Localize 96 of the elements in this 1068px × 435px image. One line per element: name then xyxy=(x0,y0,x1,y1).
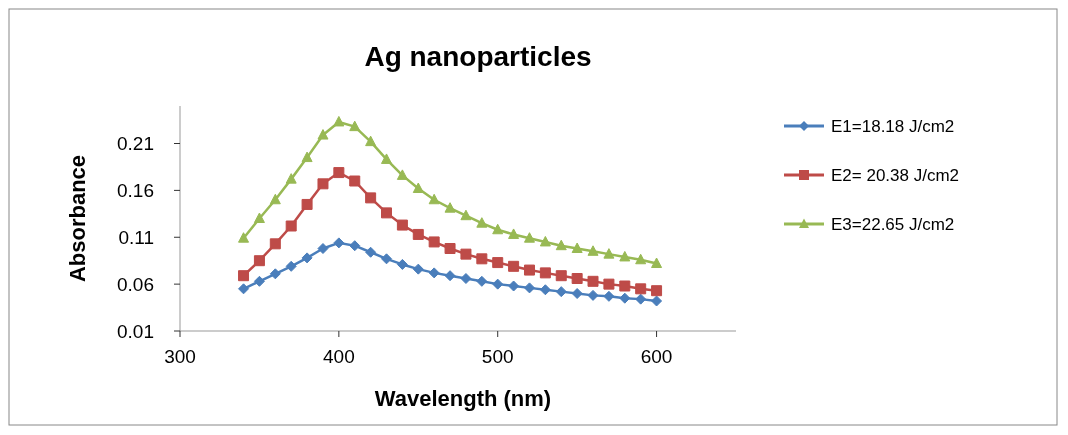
point xyxy=(253,212,265,223)
point xyxy=(444,202,456,213)
point xyxy=(523,264,535,276)
point xyxy=(603,248,615,259)
point xyxy=(476,275,488,287)
point xyxy=(539,284,551,296)
point xyxy=(603,278,615,290)
point xyxy=(396,219,408,231)
point xyxy=(539,235,551,247)
point xyxy=(635,253,647,265)
x-tick-label: 300 xyxy=(164,346,196,367)
x-tick-label: 600 xyxy=(640,346,673,367)
point xyxy=(238,232,250,243)
point xyxy=(460,248,472,260)
point xyxy=(571,288,583,299)
point xyxy=(508,260,520,272)
point xyxy=(571,273,583,284)
point xyxy=(238,283,250,295)
point xyxy=(365,192,377,204)
point xyxy=(396,258,408,270)
point xyxy=(349,240,361,252)
x-tick-label: 400 xyxy=(323,346,355,367)
point xyxy=(476,253,488,265)
point xyxy=(555,270,567,282)
point xyxy=(301,198,313,210)
legend-label: E2= 20.38 J/cm2 xyxy=(831,165,960,185)
point xyxy=(555,286,567,298)
point xyxy=(619,292,631,304)
point xyxy=(651,295,663,307)
point xyxy=(412,182,424,193)
point xyxy=(381,207,393,219)
point xyxy=(269,268,281,280)
point xyxy=(523,232,535,243)
x-axis-title: Wavelength (nm) xyxy=(374,386,552,411)
x-tick-label: 500 xyxy=(481,346,514,367)
point xyxy=(285,220,297,232)
point xyxy=(365,135,377,147)
point xyxy=(508,228,520,239)
point xyxy=(285,173,297,184)
point xyxy=(555,239,567,251)
point xyxy=(381,253,393,265)
point xyxy=(492,223,504,235)
y-axis-title: Absorbance xyxy=(65,154,90,283)
point xyxy=(508,280,520,292)
point xyxy=(444,243,456,254)
point xyxy=(381,153,393,164)
y-tick-label: 0.06 xyxy=(117,273,154,295)
point xyxy=(349,120,361,132)
point xyxy=(428,267,440,279)
point xyxy=(651,285,663,297)
point xyxy=(587,289,599,301)
legend-label: E3=22.65 J/cm2 xyxy=(831,214,955,234)
point xyxy=(269,193,281,205)
point xyxy=(603,290,615,302)
y-tick-label: 0.16 xyxy=(117,180,154,202)
point xyxy=(619,280,631,292)
point xyxy=(301,252,313,264)
point xyxy=(492,278,504,290)
point xyxy=(539,267,551,279)
point xyxy=(428,193,440,205)
chart-title: Ag nanoparticles xyxy=(364,41,592,72)
point xyxy=(619,250,631,262)
point xyxy=(333,115,345,127)
point xyxy=(523,282,535,294)
point xyxy=(365,246,377,258)
point xyxy=(587,245,599,256)
point xyxy=(253,255,265,267)
point xyxy=(635,283,647,295)
point xyxy=(317,178,329,190)
point xyxy=(635,293,647,305)
y-tick-label: 0.21 xyxy=(117,133,154,155)
point xyxy=(317,129,329,140)
point xyxy=(428,236,440,248)
point xyxy=(492,257,504,269)
point xyxy=(444,270,456,282)
point xyxy=(460,209,472,221)
point xyxy=(333,167,345,179)
point xyxy=(333,237,345,249)
y-tick-label: 0.11 xyxy=(118,226,154,248)
point xyxy=(349,175,361,187)
point xyxy=(587,275,599,287)
point xyxy=(238,270,250,282)
point xyxy=(651,257,663,268)
point xyxy=(476,217,488,228)
point xyxy=(301,151,313,163)
point xyxy=(269,238,281,250)
point xyxy=(412,228,424,240)
y-tick-label: 0.01 xyxy=(117,320,154,342)
point xyxy=(571,242,583,253)
legend-label: E1=18.18 J/cm2 xyxy=(831,116,955,136)
point xyxy=(412,263,424,275)
point xyxy=(317,243,329,254)
point xyxy=(460,273,472,284)
point xyxy=(253,275,265,287)
point xyxy=(285,260,297,272)
point xyxy=(396,169,408,180)
